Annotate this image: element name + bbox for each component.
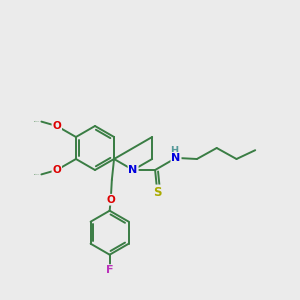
Text: F: F [106, 265, 113, 275]
Text: H: H [170, 146, 178, 156]
Text: N: N [171, 153, 181, 163]
Text: S: S [153, 185, 162, 199]
Text: O: O [106, 195, 115, 205]
Text: methoxy: methoxy [34, 174, 41, 175]
Text: methoxy: methoxy [34, 121, 41, 122]
Text: O: O [52, 165, 61, 175]
Text: N: N [128, 165, 138, 175]
Text: O: O [52, 121, 61, 131]
